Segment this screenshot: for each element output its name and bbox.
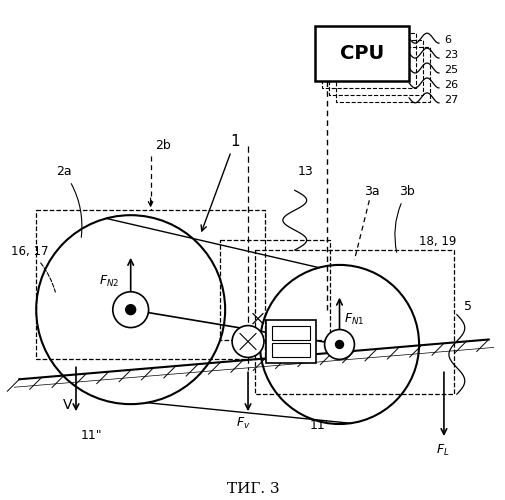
Text: ΤИГ. 3: ΤИГ. 3 — [226, 482, 279, 496]
Text: 1: 1 — [200, 134, 239, 231]
Circle shape — [113, 292, 148, 328]
Text: CPU: CPU — [339, 44, 383, 63]
Text: V: V — [63, 398, 72, 412]
Circle shape — [335, 340, 343, 348]
Text: $F_{N1}$: $F_{N1}$ — [344, 312, 364, 326]
Circle shape — [125, 304, 135, 314]
Text: 13: 13 — [297, 166, 313, 178]
Circle shape — [324, 330, 353, 360]
Bar — [266, 320, 315, 364]
Text: 16, 17: 16, 17 — [11, 245, 55, 292]
Text: 6: 6 — [443, 35, 450, 45]
Text: $F_v$: $F_v$ — [236, 416, 250, 431]
Text: $F_{N2}$: $F_{N2}$ — [98, 274, 119, 289]
Bar — [271, 326, 309, 340]
Text: 23: 23 — [443, 50, 457, 60]
Bar — [255, 250, 453, 394]
Text: 5: 5 — [463, 300, 471, 312]
Bar — [335, 47, 429, 102]
Text: 25: 25 — [443, 65, 457, 75]
Bar — [36, 210, 265, 360]
Bar — [271, 344, 309, 357]
Bar — [321, 33, 415, 88]
Circle shape — [232, 326, 264, 358]
Text: 2b: 2b — [155, 138, 171, 151]
Bar — [328, 40, 422, 95]
Text: 11": 11" — [81, 429, 103, 442]
Bar — [314, 26, 409, 81]
Text: $F_L$: $F_L$ — [435, 443, 448, 458]
Text: 3b: 3b — [394, 186, 414, 252]
Text: 2a: 2a — [56, 166, 82, 238]
Text: 27: 27 — [443, 95, 458, 105]
Text: 11': 11' — [309, 419, 328, 432]
Text: 26: 26 — [443, 80, 457, 90]
Bar — [220, 240, 329, 340]
Text: 18, 19: 18, 19 — [418, 235, 456, 248]
Text: 3a: 3a — [364, 186, 379, 198]
